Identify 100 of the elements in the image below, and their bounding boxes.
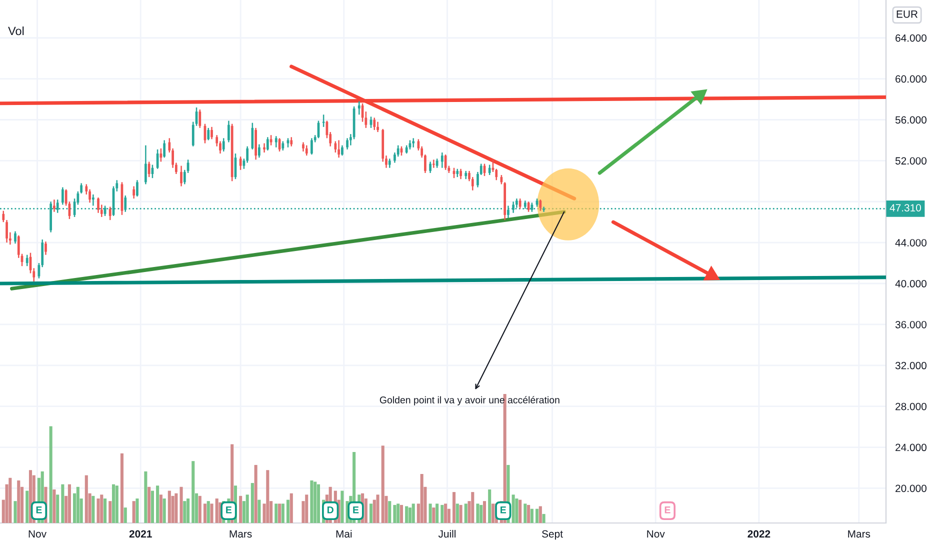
- candlestick: [440, 152, 444, 168]
- bar: [278, 504, 282, 523]
- y-tick-label: 28.000: [896, 402, 926, 410]
- candlestick: [61, 186, 64, 206]
- bar: [535, 508, 539, 523]
- bar: [518, 500, 522, 523]
- candlestick: [334, 140, 337, 154]
- candlestick: [542, 206, 545, 212]
- bar: [56, 494, 60, 523]
- bar: [408, 508, 412, 523]
- y-tick-label: 24.000: [896, 444, 926, 452]
- x-tick-label: 2021: [129, 530, 152, 538]
- bar: [100, 494, 104, 523]
- annotation: E: [664, 506, 670, 514]
- bar: [174, 493, 178, 523]
- bar: [239, 496, 242, 523]
- candlestick: [210, 126, 213, 140]
- bar: [530, 508, 534, 523]
- bar: [162, 498, 166, 523]
- bar: [456, 504, 459, 523]
- candlestick: [322, 114, 325, 128]
- bar: [538, 506, 542, 523]
- bar: [524, 504, 527, 523]
- candlestick: [26, 254, 28, 267]
- bar: [286, 500, 290, 523]
- candlestick: [108, 206, 112, 221]
- bar: [459, 504, 462, 523]
- bar: [108, 501, 112, 523]
- bar: [49, 426, 52, 523]
- bar: [476, 504, 480, 523]
- candlestick: [228, 120, 230, 143]
- bar: [388, 501, 392, 523]
- candlestick: [370, 116, 372, 129]
- candlestick: [488, 164, 491, 176]
- candlestick: [376, 121, 379, 133]
- bar: [159, 494, 162, 523]
- bar: [405, 506, 408, 523]
- candlestick: [310, 138, 313, 156]
- bar: [512, 494, 515, 523]
- bar: [183, 501, 186, 523]
- bar: [206, 501, 210, 523]
- candlestick: [263, 142, 266, 154]
- x-tick-label: Nov: [28, 530, 46, 538]
- bar: [412, 504, 415, 523]
- bar: [52, 489, 56, 523]
- bar: [527, 504, 530, 523]
- candlestick: [198, 108, 202, 129]
- x-tick-label: Juill: [438, 530, 456, 538]
- bar: [396, 504, 400, 523]
- bar: [84, 475, 88, 523]
- bar: [120, 453, 124, 523]
- bar: [314, 482, 317, 523]
- bar: [104, 498, 107, 523]
- bar: [112, 484, 116, 523]
- candlestick: [124, 194, 127, 212]
- bar: [26, 490, 29, 523]
- bar: [192, 461, 195, 523]
- candlestick: [286, 138, 290, 148]
- y-tick-label: 60.000: [896, 75, 926, 83]
- bar: [542, 514, 546, 523]
- bar: [428, 504, 432, 523]
- candlestick: [53, 198, 56, 212]
- annotation: D: [327, 506, 334, 514]
- bar: [432, 508, 436, 523]
- x-tick-label: 2022: [748, 530, 770, 538]
- bar: [61, 484, 64, 523]
- bar: [210, 504, 214, 523]
- x-tick-label: Nov: [647, 530, 665, 538]
- bar: [400, 504, 404, 523]
- candlestick: [518, 198, 522, 210]
- bar: [8, 478, 12, 523]
- candlestick: [6, 219, 8, 244]
- bar: [156, 486, 160, 523]
- bar: [28, 470, 32, 523]
- candlestick: [207, 127, 210, 141]
- bar: [310, 480, 314, 523]
- candlestick: [97, 196, 100, 214]
- candlestick: [338, 140, 340, 158]
- candlestick: [222, 138, 225, 152]
- bar: [515, 498, 518, 523]
- bar: [393, 504, 396, 523]
- bar: [150, 490, 154, 523]
- bar: [290, 493, 293, 523]
- x-tick-label: Mars: [848, 530, 870, 538]
- candlestick: [290, 136, 293, 147]
- x-tick-label: Mars: [230, 530, 252, 538]
- bar: [491, 504, 494, 523]
- bar: [250, 483, 254, 523]
- ref-line-label: 47.310: [890, 204, 921, 212]
- bar: [144, 471, 148, 523]
- bar: [115, 486, 118, 523]
- bar: [136, 498, 139, 523]
- bar: [198, 496, 202, 523]
- candlestick: [251, 122, 254, 150]
- annotation: E: [226, 506, 232, 514]
- y-tick-label: 40.000: [895, 280, 926, 288]
- y-tick-label: 56.000: [895, 116, 926, 124]
- bar: [168, 490, 171, 523]
- y-tick-label: 36.000: [895, 320, 926, 328]
- bar: [340, 490, 344, 523]
